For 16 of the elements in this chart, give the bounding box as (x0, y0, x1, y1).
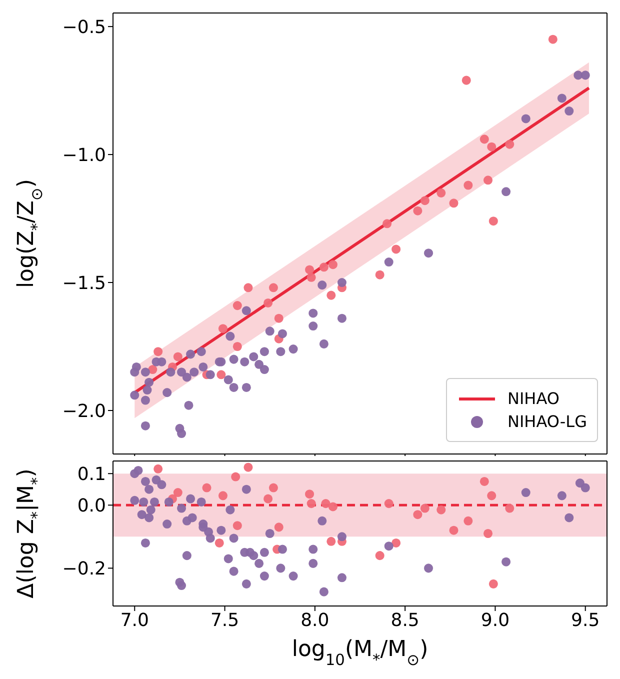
x-tick-label: 9.0 (480, 610, 510, 631)
y-tick-label: −2.0 (62, 400, 106, 422)
legend-label: NIHAO-LG (507, 412, 587, 431)
y-tick-label: −0.2 (62, 558, 106, 580)
y-tick-label: −0.5 (62, 16, 106, 38)
y-tick-label: −1.0 (62, 144, 106, 166)
x-axis-title: log$_{10}$(M$_{*}$/M$_{⊙}$) (292, 637, 428, 669)
y-tick-label: 0.0 (77, 496, 106, 517)
y-tick-label: 0.1 (77, 464, 106, 485)
x-tick-label: 8.0 (300, 610, 330, 631)
x-tick-label: 8.5 (390, 610, 420, 631)
y-tick-label: −1.5 (62, 272, 106, 294)
x-tick-label: 7.0 (120, 610, 149, 631)
x-tick-label: 9.5 (571, 610, 600, 631)
legend-label: NIHAO (507, 389, 560, 408)
x-tick-label: 7.5 (210, 610, 240, 631)
